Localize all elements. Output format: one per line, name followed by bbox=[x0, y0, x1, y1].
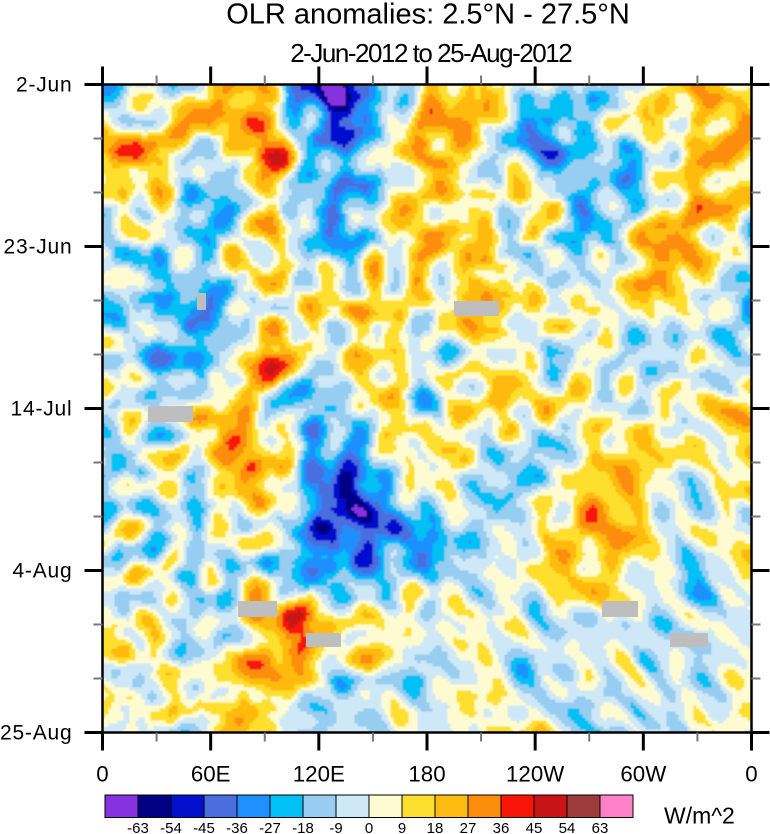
svg-text:27: 27 bbox=[460, 820, 477, 834]
svg-text:120W: 120W bbox=[506, 761, 564, 786]
svg-text:2-Jun-2012 to 25-Aug-2012: 2-Jun-2012 to 25-Aug-2012 bbox=[290, 38, 572, 68]
svg-text:2-Jun: 2-Jun bbox=[16, 73, 73, 96]
svg-text:-18: -18 bbox=[292, 820, 314, 834]
svg-text:25-Aug: 25-Aug bbox=[0, 721, 73, 744]
svg-text:180: 180 bbox=[408, 761, 445, 786]
svg-text:-54: -54 bbox=[160, 820, 182, 834]
svg-text:0: 0 bbox=[96, 761, 108, 786]
svg-text:54: 54 bbox=[559, 820, 576, 834]
svg-text:36: 36 bbox=[493, 820, 510, 834]
svg-text:18: 18 bbox=[427, 820, 444, 834]
svg-text:0: 0 bbox=[745, 761, 757, 786]
svg-text:120E: 120E bbox=[293, 761, 345, 786]
svg-text:4-Aug: 4-Aug bbox=[12, 559, 72, 582]
svg-text:OLR anomalies: 2.5°N - 27.5°N: OLR anomalies: 2.5°N - 27.5°N bbox=[226, 0, 630, 31]
svg-text:45: 45 bbox=[526, 820, 543, 834]
svg-text:9: 9 bbox=[398, 820, 406, 834]
svg-text:W/m^2: W/m^2 bbox=[664, 803, 735, 829]
svg-text:-36: -36 bbox=[226, 820, 248, 834]
svg-text:23-Jun: 23-Jun bbox=[3, 235, 72, 258]
svg-text:60E: 60E bbox=[191, 761, 231, 786]
svg-text:63: 63 bbox=[592, 820, 609, 834]
svg-text:-45: -45 bbox=[193, 820, 215, 834]
svg-text:0: 0 bbox=[365, 820, 373, 834]
svg-text:60W: 60W bbox=[620, 761, 666, 786]
svg-text:-63: -63 bbox=[127, 820, 149, 834]
svg-text:14-Jul: 14-Jul bbox=[11, 397, 73, 420]
svg-text:-9: -9 bbox=[329, 820, 342, 834]
svg-text:-27: -27 bbox=[259, 820, 281, 834]
